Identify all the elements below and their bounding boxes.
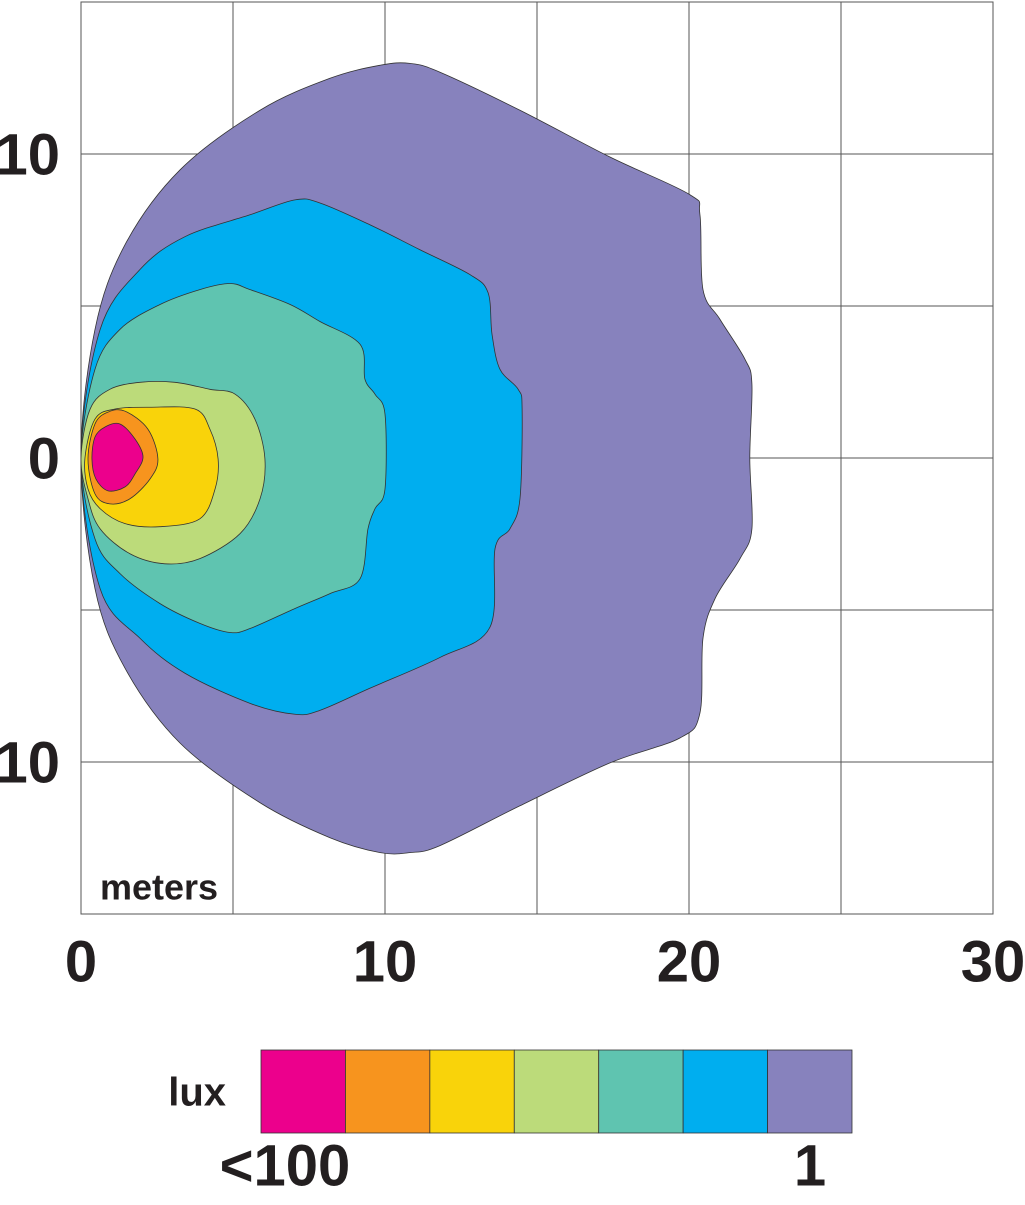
legend <box>260 1049 853 1134</box>
legend-title: lux <box>168 1071 226 1115</box>
x-unit-label: meters <box>100 867 218 908</box>
y-tick-label: 10 <box>0 122 60 187</box>
labels: 0 10 20 30 10 0 10 <box>0 122 1025 994</box>
contours <box>80 62 753 855</box>
x-tick-label: 10 <box>353 929 418 994</box>
legend-swatch <box>345 1049 431 1134</box>
y-tick-label: 0 <box>28 426 60 491</box>
x-tick-label: 30 <box>961 929 1025 994</box>
legend-min-label: <100 <box>220 1133 351 1198</box>
contour-band <box>91 422 144 492</box>
legend-swatch <box>682 1049 768 1134</box>
legend-swatch <box>260 1049 346 1134</box>
legend-swatch <box>598 1049 684 1134</box>
legend-max-label: 1 <box>794 1133 826 1198</box>
x-tick-label: 0 <box>65 929 97 994</box>
y-tick-label: 10 <box>0 730 60 795</box>
legend-swatch <box>513 1049 600 1134</box>
legend-swatch <box>429 1049 515 1134</box>
x-tick-label: 20 <box>657 929 722 994</box>
legend-swatch <box>767 1049 853 1134</box>
